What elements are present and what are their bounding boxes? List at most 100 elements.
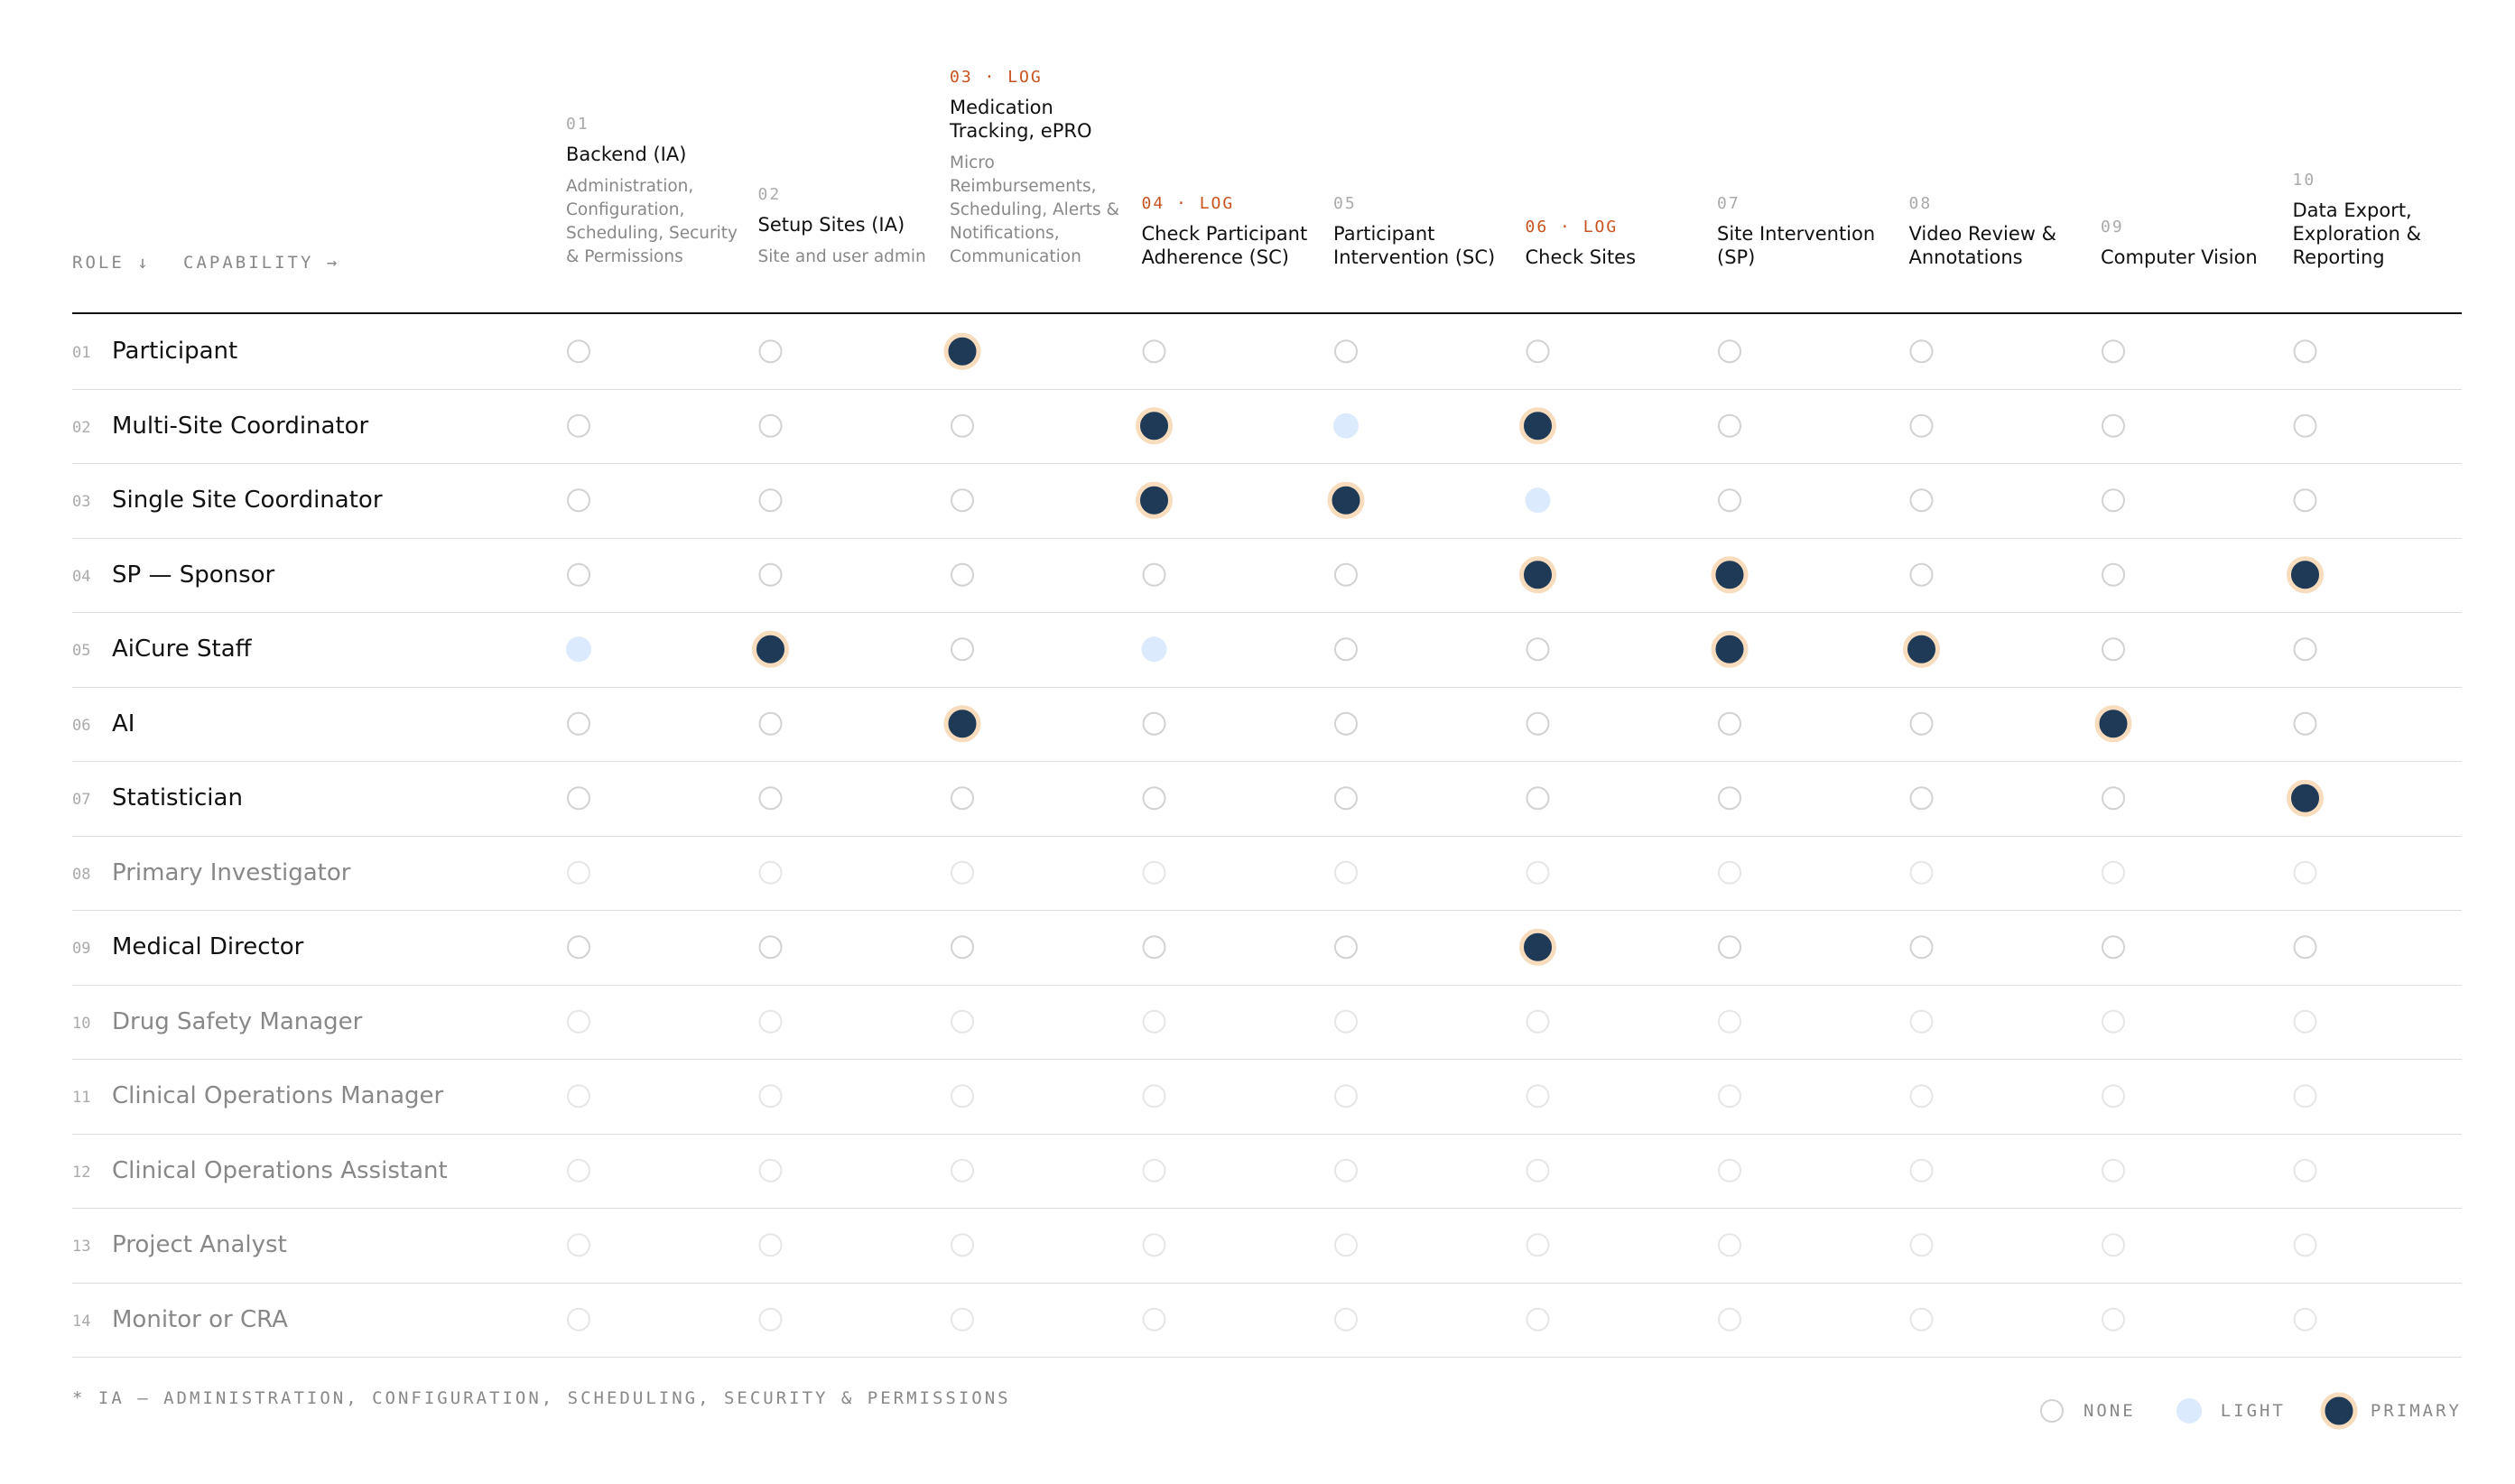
cell-dot bbox=[1909, 413, 1934, 438]
row-rule bbox=[72, 1059, 2462, 1060]
cell-dot bbox=[2293, 488, 2317, 513]
cell-dot bbox=[2102, 860, 2125, 885]
cell-dot bbox=[1519, 928, 1556, 966]
row-name: Monitor or CRA bbox=[112, 1305, 288, 1333]
cell-dot bbox=[567, 1084, 590, 1108]
cell-dot bbox=[1711, 556, 1749, 594]
column-title: Setup Sites (IA) bbox=[757, 214, 905, 236]
cell-dot bbox=[1718, 1158, 1741, 1183]
cell-dot bbox=[1718, 1307, 1741, 1331]
cell-dot bbox=[2102, 562, 2125, 587]
row-name: Clinical Operations Assistant bbox=[112, 1156, 448, 1184]
cell-dot bbox=[1718, 339, 1741, 364]
cell-dot bbox=[758, 413, 783, 438]
column-title: Backend (IA) bbox=[566, 144, 687, 165]
cell-dot bbox=[567, 1233, 590, 1257]
cell-dot bbox=[567, 935, 590, 960]
legend-swatch bbox=[2039, 1399, 2064, 1423]
cell-dot bbox=[1909, 1233, 1934, 1257]
row-rule bbox=[72, 1208, 2462, 1209]
cell-dot bbox=[1526, 711, 1550, 736]
column-index: 02 bbox=[757, 185, 782, 204]
column-title: Check Sites bbox=[1525, 246, 1637, 268]
column-index: 05 bbox=[1333, 194, 1357, 213]
row-name: Drug Safety Manager bbox=[112, 1007, 363, 1035]
cell-dot bbox=[1909, 488, 1934, 513]
header-rule bbox=[72, 312, 2462, 314]
cell-dot bbox=[1334, 637, 1358, 662]
legend-swatch bbox=[2320, 1392, 2358, 1430]
cell-dot bbox=[943, 705, 981, 743]
cell-dot bbox=[1519, 407, 1556, 445]
cell-dot bbox=[951, 1084, 974, 1108]
cell-dot bbox=[951, 860, 974, 885]
cell-dot bbox=[567, 711, 590, 736]
cell-dot bbox=[1909, 935, 1934, 960]
row-number: 04 bbox=[72, 567, 91, 586]
cell-dot bbox=[758, 860, 783, 885]
cell-dot bbox=[951, 488, 974, 513]
cell-dot bbox=[1334, 1158, 1358, 1183]
column-description: Micro Reimbursements, Scheduling, Alerts… bbox=[950, 153, 1119, 266]
cell-dot bbox=[1142, 1084, 1166, 1108]
cell-dot bbox=[1909, 339, 1934, 364]
cell-dot bbox=[1333, 413, 1359, 439]
row-number: 01 bbox=[72, 344, 91, 363]
row-name: AiCure Staff bbox=[112, 635, 252, 663]
cell-dot bbox=[1142, 786, 1166, 811]
cell-dot bbox=[2102, 339, 2125, 364]
column-number: 06 · LOG bbox=[1526, 218, 1703, 237]
cell-dot bbox=[2287, 779, 2324, 817]
column-header: 07 Site Intervention (SP) bbox=[1717, 194, 1894, 269]
cell-dot bbox=[1909, 562, 1934, 587]
column-index: 03 bbox=[950, 68, 973, 87]
row-rule bbox=[72, 1133, 2462, 1135]
cell-dot bbox=[2293, 935, 2317, 960]
row-rule bbox=[72, 910, 2462, 911]
row-number: 08 bbox=[72, 865, 91, 884]
column-header: 09 Computer Vision bbox=[2101, 218, 2278, 269]
cell-dot bbox=[1718, 1009, 1741, 1034]
column-index: 04 bbox=[1141, 194, 1165, 213]
cell-dot bbox=[1909, 1084, 1934, 1108]
column-header: 02 Setup Sites (IA) Site and user admin bbox=[758, 185, 935, 269]
cell-dot bbox=[1526, 1158, 1550, 1183]
cell-dot bbox=[2293, 711, 2317, 736]
column-number: 07 bbox=[1717, 194, 1894, 213]
cell-dot bbox=[2102, 413, 2125, 438]
cell-dot bbox=[1718, 860, 1741, 885]
column-index: 08 bbox=[1908, 194, 1933, 213]
cell-dot bbox=[1525, 487, 1551, 514]
column-description: Site and user admin bbox=[757, 247, 926, 266]
cell-dot bbox=[1142, 1158, 1166, 1183]
cell-dot bbox=[951, 1307, 974, 1331]
row-name: Multi-Site Coordinator bbox=[112, 412, 369, 440]
column-index: 06 bbox=[1525, 218, 1549, 237]
row-name: Medical Director bbox=[112, 933, 304, 961]
column-header: 03 · LOG Medication Tracking, ePRO Micro R… bbox=[950, 68, 1127, 269]
column-title: Data Export, Exploration & Reporting bbox=[2292, 199, 2422, 268]
column-header: 04 · LOG Check Participant Adherence (SC) bbox=[1142, 194, 1319, 269]
cell-dot bbox=[951, 786, 974, 811]
cell-dot bbox=[1334, 711, 1358, 736]
column-description: Administration, Configuration, Schedulin… bbox=[566, 177, 738, 266]
row-number: 03 bbox=[72, 493, 91, 512]
row-rule bbox=[72, 761, 2462, 762]
cell-dot bbox=[1141, 636, 1167, 663]
cell-dot bbox=[2293, 413, 2317, 438]
cell-dot bbox=[1718, 1084, 1741, 1108]
row-rule bbox=[72, 612, 2462, 613]
row-rule bbox=[72, 463, 2462, 464]
column-number: 01 bbox=[566, 115, 743, 134]
cell-dot bbox=[1334, 1084, 1358, 1108]
row-rule bbox=[72, 537, 2462, 539]
cell-dot bbox=[567, 1307, 590, 1331]
role-label: ROLE ↓ bbox=[72, 253, 151, 273]
row-name: Project Analyst bbox=[112, 1231, 287, 1259]
cell-dot bbox=[1909, 711, 1934, 736]
cell-dot bbox=[1142, 711, 1166, 736]
cell-dot bbox=[758, 1084, 783, 1108]
cell-dot bbox=[1334, 1233, 1358, 1257]
column-header: 01 Backend (IA) Administration, Configurat… bbox=[566, 115, 743, 269]
